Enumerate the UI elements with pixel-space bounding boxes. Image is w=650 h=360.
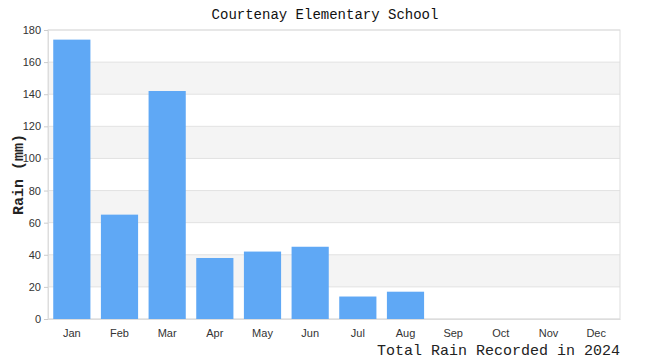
bar bbox=[101, 215, 138, 319]
bar bbox=[196, 258, 233, 319]
plot-frame bbox=[48, 30, 620, 319]
y-tick-label: 40 bbox=[29, 249, 41, 261]
bar bbox=[53, 40, 90, 319]
grid-line bbox=[48, 62, 620, 63]
y-tick: 0 bbox=[35, 313, 48, 325]
y-tick-mark bbox=[44, 191, 48, 192]
grid-line bbox=[48, 190, 620, 191]
y-tick: 40 bbox=[29, 249, 48, 261]
y-tick: 160 bbox=[23, 56, 48, 68]
bar bbox=[339, 297, 376, 319]
x-tick-label: Dec bbox=[586, 327, 606, 339]
grid-band bbox=[48, 62, 620, 94]
y-tick: 80 bbox=[29, 185, 48, 197]
x-axis-title: Total Rain Recorded in 2024 bbox=[377, 343, 620, 360]
x-tick-label: May bbox=[252, 327, 273, 339]
y-tick: 120 bbox=[23, 120, 48, 132]
y-tick-mark bbox=[44, 223, 48, 224]
x-tick: Jun bbox=[301, 327, 319, 339]
x-tick: May bbox=[252, 327, 273, 339]
y-tick-label: 180 bbox=[23, 24, 41, 36]
bar bbox=[482, 319, 519, 320]
bars bbox=[53, 40, 424, 319]
y-tick-label: 120 bbox=[23, 120, 41, 132]
x-tick: Jan bbox=[63, 327, 81, 339]
y-tick-label: 160 bbox=[23, 56, 41, 68]
y-tick: 60 bbox=[29, 217, 48, 229]
y-tick-mark bbox=[44, 62, 48, 63]
bar bbox=[435, 319, 472, 320]
x-tick-label: Oct bbox=[492, 327, 509, 339]
x-tick: Jul bbox=[351, 327, 365, 339]
bar bbox=[387, 292, 424, 319]
y-tick-mark bbox=[44, 287, 48, 288]
y-tick-mark bbox=[44, 126, 48, 127]
bar bbox=[578, 319, 615, 320]
y-tick-label: 60 bbox=[29, 217, 41, 229]
y-tick-label: 140 bbox=[23, 88, 41, 100]
grid bbox=[48, 30, 620, 319]
x-tick-label: Nov bbox=[539, 327, 559, 339]
y-tick: 180 bbox=[23, 24, 48, 36]
x-tick: Apr bbox=[206, 327, 223, 339]
grid-line bbox=[48, 158, 620, 159]
chart-title: Courtenay Elementary School bbox=[212, 7, 439, 23]
x-tick-label: Jul bbox=[351, 327, 365, 339]
y-tick-mark bbox=[44, 255, 48, 256]
y-tick-mark bbox=[44, 30, 48, 31]
x-tick-label: Apr bbox=[206, 327, 223, 339]
x-tick: Dec bbox=[586, 327, 606, 339]
y-tick: 20 bbox=[29, 281, 48, 293]
x-tick-label: Sep bbox=[443, 327, 463, 339]
x-tick-label: Jan bbox=[63, 327, 81, 339]
y-tick-label: 80 bbox=[29, 185, 41, 197]
x-tick: Sep bbox=[443, 327, 463, 339]
grid-line bbox=[48, 126, 620, 127]
x-axis-line bbox=[49, 319, 621, 320]
y-axis-title: Rain (mm) bbox=[11, 134, 28, 215]
x-tick: Mar bbox=[158, 327, 177, 339]
y-tick-mark bbox=[44, 319, 48, 320]
y-tick: 140 bbox=[23, 88, 48, 100]
x-tick: Nov bbox=[539, 327, 559, 339]
y-tick-mark bbox=[44, 94, 48, 95]
grid-band bbox=[48, 126, 620, 158]
y-axis-line bbox=[44, 31, 49, 320]
x-tick-label: Feb bbox=[110, 327, 129, 339]
x-tick: Feb bbox=[110, 327, 129, 339]
x-tick: Aug bbox=[396, 327, 416, 339]
x-tick-label: Jun bbox=[301, 327, 319, 339]
x-tick-label: Aug bbox=[396, 327, 416, 339]
x-tick-label: Mar bbox=[158, 327, 177, 339]
chart: 020406080100120140160180JanFebMarAprMayJ… bbox=[0, 0, 650, 360]
bar bbox=[149, 91, 186, 319]
y-tick-label: 20 bbox=[29, 281, 41, 293]
grid-line bbox=[48, 94, 620, 95]
bar bbox=[292, 247, 329, 319]
bar bbox=[244, 252, 281, 319]
bar bbox=[530, 319, 567, 320]
plot: 020406080100120140160180JanFebMarAprMayJ… bbox=[23, 24, 621, 339]
x-axis: Jan Feb Mar Apr May Jun Jul Aug Sep Oct Nov Dec bbox=[49, 320, 621, 339]
x-tick: Oct bbox=[492, 327, 509, 339]
y-tick-label: 0 bbox=[35, 313, 41, 325]
y-tick-mark bbox=[44, 158, 48, 159]
